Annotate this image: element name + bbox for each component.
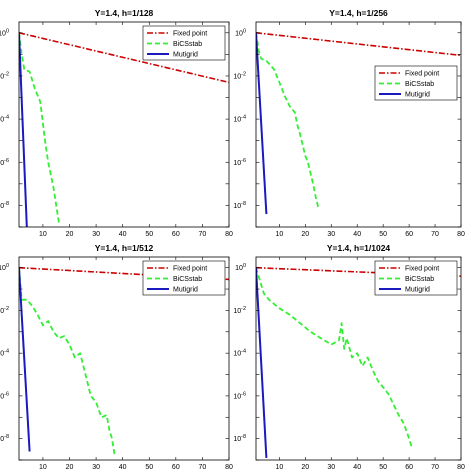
series-line-bicsstab: [19, 267, 116, 456]
y-tick-label: 10-8: [0, 201, 9, 210]
y-tick-label: 100: [235, 28, 246, 37]
x-tick-label: 60: [172, 231, 180, 238]
y-tick-label: 10-4: [233, 349, 246, 358]
y-tick-label: 10-4: [0, 349, 9, 358]
plot-area: [256, 266, 461, 458]
series-line-bicsstab: [256, 32, 320, 208]
x-tick-label: 80: [225, 231, 233, 238]
legend: Fixed point BiCSstab Mutigrid: [374, 65, 458, 101]
y-tick-label: 100: [235, 263, 246, 272]
x-tick-label: 40: [119, 231, 127, 238]
series-line-mutigrid: [256, 267, 268, 458]
legend: Fixed point BiCSstab Mutigrid: [142, 25, 226, 61]
subplot-1: Y=1.4, h=1/128 10 20 30 40 50 60 70 80 100 10-2 10-…: [0, 8, 233, 238]
x-tick-label: 70: [431, 231, 439, 238]
subplot-title: Y=1.4, h=1/512: [95, 243, 154, 253]
x-tick-label: 60: [405, 231, 413, 238]
legend-label: BiCSstab: [405, 276, 434, 283]
axes-box: [255, 21, 462, 228]
x-tick-label: 10: [39, 231, 47, 238]
x-tick-label: 30: [92, 464, 100, 471]
axes-box: [18, 256, 230, 461]
legend: Fixed point BiCSstab Mutigrid: [142, 260, 226, 296]
y-tick-label: 10-2: [233, 71, 246, 80]
x-tick-label: 80: [225, 464, 233, 471]
subplot-2: Y=1.4, h=1/256 10 20 30 40 50 60 70 80 100 10-2 10-…: [233, 8, 465, 238]
x-tick-label: 50: [145, 231, 153, 238]
subplot-title: Y=1.4, h=1/1024: [327, 243, 391, 253]
legend-label: Mutigrid: [405, 92, 430, 99]
x-tick-label: 10: [275, 231, 283, 238]
axes-box: [18, 21, 230, 228]
x-tick-label: 70: [431, 464, 439, 471]
x-tick-label: 60: [172, 464, 180, 471]
x-tick-label: 20: [301, 231, 309, 238]
x-tick-label: 10: [275, 464, 283, 471]
y-tick-label: 10-6: [0, 391, 9, 400]
x-tick-label: 20: [66, 464, 74, 471]
x-tick-label: 20: [301, 464, 309, 471]
x-tick-label: 40: [119, 464, 127, 471]
y-tick-label: 10-2: [0, 71, 9, 80]
plot-area: [256, 32, 461, 215]
axes-box: [255, 256, 462, 461]
y-tick-label: 100: [0, 263, 9, 272]
y-tick-label: 10-4: [0, 115, 9, 124]
x-tick-label: 30: [92, 231, 100, 238]
legend-label: Mutigrid: [173, 52, 198, 59]
x-tick-label: 10: [39, 464, 47, 471]
y-tick-label: 10-8: [233, 201, 246, 210]
legend-label: BiCSstab: [173, 276, 202, 283]
legend-label: BiCSstab: [173, 41, 202, 48]
legend-label: Fixed point: [173, 266, 207, 273]
x-tick-label: 20: [66, 231, 74, 238]
subplot-title: Y=1.4, h=1/128: [95, 8, 154, 18]
legend: Fixed point BiCSstab Mutigrid: [374, 260, 458, 296]
legend-label: Mutigrid: [173, 287, 198, 294]
series-line-fixed-point: [256, 32, 461, 57]
y-tick-label: 10-4: [233, 115, 246, 124]
x-tick-label: 50: [379, 231, 387, 238]
legend-label: Fixed point: [173, 31, 207, 38]
legend-label: Mutigrid: [405, 287, 430, 294]
legend-label: BiCSstab: [405, 81, 434, 88]
y-tick-label: 10-2: [0, 306, 9, 315]
series-line-mutigrid: [19, 267, 31, 452]
series-line-bicsstab: [19, 32, 60, 223]
y-tick-label: 10-6: [233, 158, 246, 167]
series-line-bicsstab: [256, 267, 413, 448]
y-tick-label: 10-6: [0, 158, 9, 167]
x-tick-label: 40: [353, 231, 361, 238]
plot-area: [19, 32, 229, 227]
series-line-mutigrid: [256, 32, 268, 215]
legend-label: Fixed point: [405, 71, 439, 78]
y-tick-label: 100: [0, 28, 9, 37]
x-tick-label: 30: [327, 231, 335, 238]
subplot-4: Y=1.4, h=1/1024 10 20 30 40 50 60 70 80 100 10-2 10…: [233, 243, 465, 471]
y-tick-label: 10-6: [233, 391, 246, 400]
plot-area: [19, 266, 229, 456]
x-tick-label: 80: [457, 231, 465, 238]
x-tick-label: 80: [457, 464, 465, 471]
y-tick-label: 10-8: [233, 434, 246, 443]
x-tick-label: 30: [327, 464, 335, 471]
x-tick-label: 70: [199, 231, 207, 238]
series-line-mutigrid: [19, 32, 28, 227]
x-tick-label: 50: [145, 464, 153, 471]
series-line-fixed-point: [19, 32, 229, 84]
x-tick-label: 50: [379, 464, 387, 471]
y-tick-label: 10-2: [233, 306, 246, 315]
x-tick-label: 70: [199, 464, 207, 471]
x-tick-label: 60: [405, 464, 413, 471]
x-tick-label: 40: [353, 464, 361, 471]
subplot-title: Y=1.4, h=1/256: [329, 8, 388, 18]
subplot-3: Y=1.4, h=1/512 10 20 30 40 50 60 70 80 100 10-2 10-…: [0, 243, 233, 471]
legend-label: Fixed point: [405, 266, 439, 273]
y-tick-label: 10-8: [0, 434, 9, 443]
